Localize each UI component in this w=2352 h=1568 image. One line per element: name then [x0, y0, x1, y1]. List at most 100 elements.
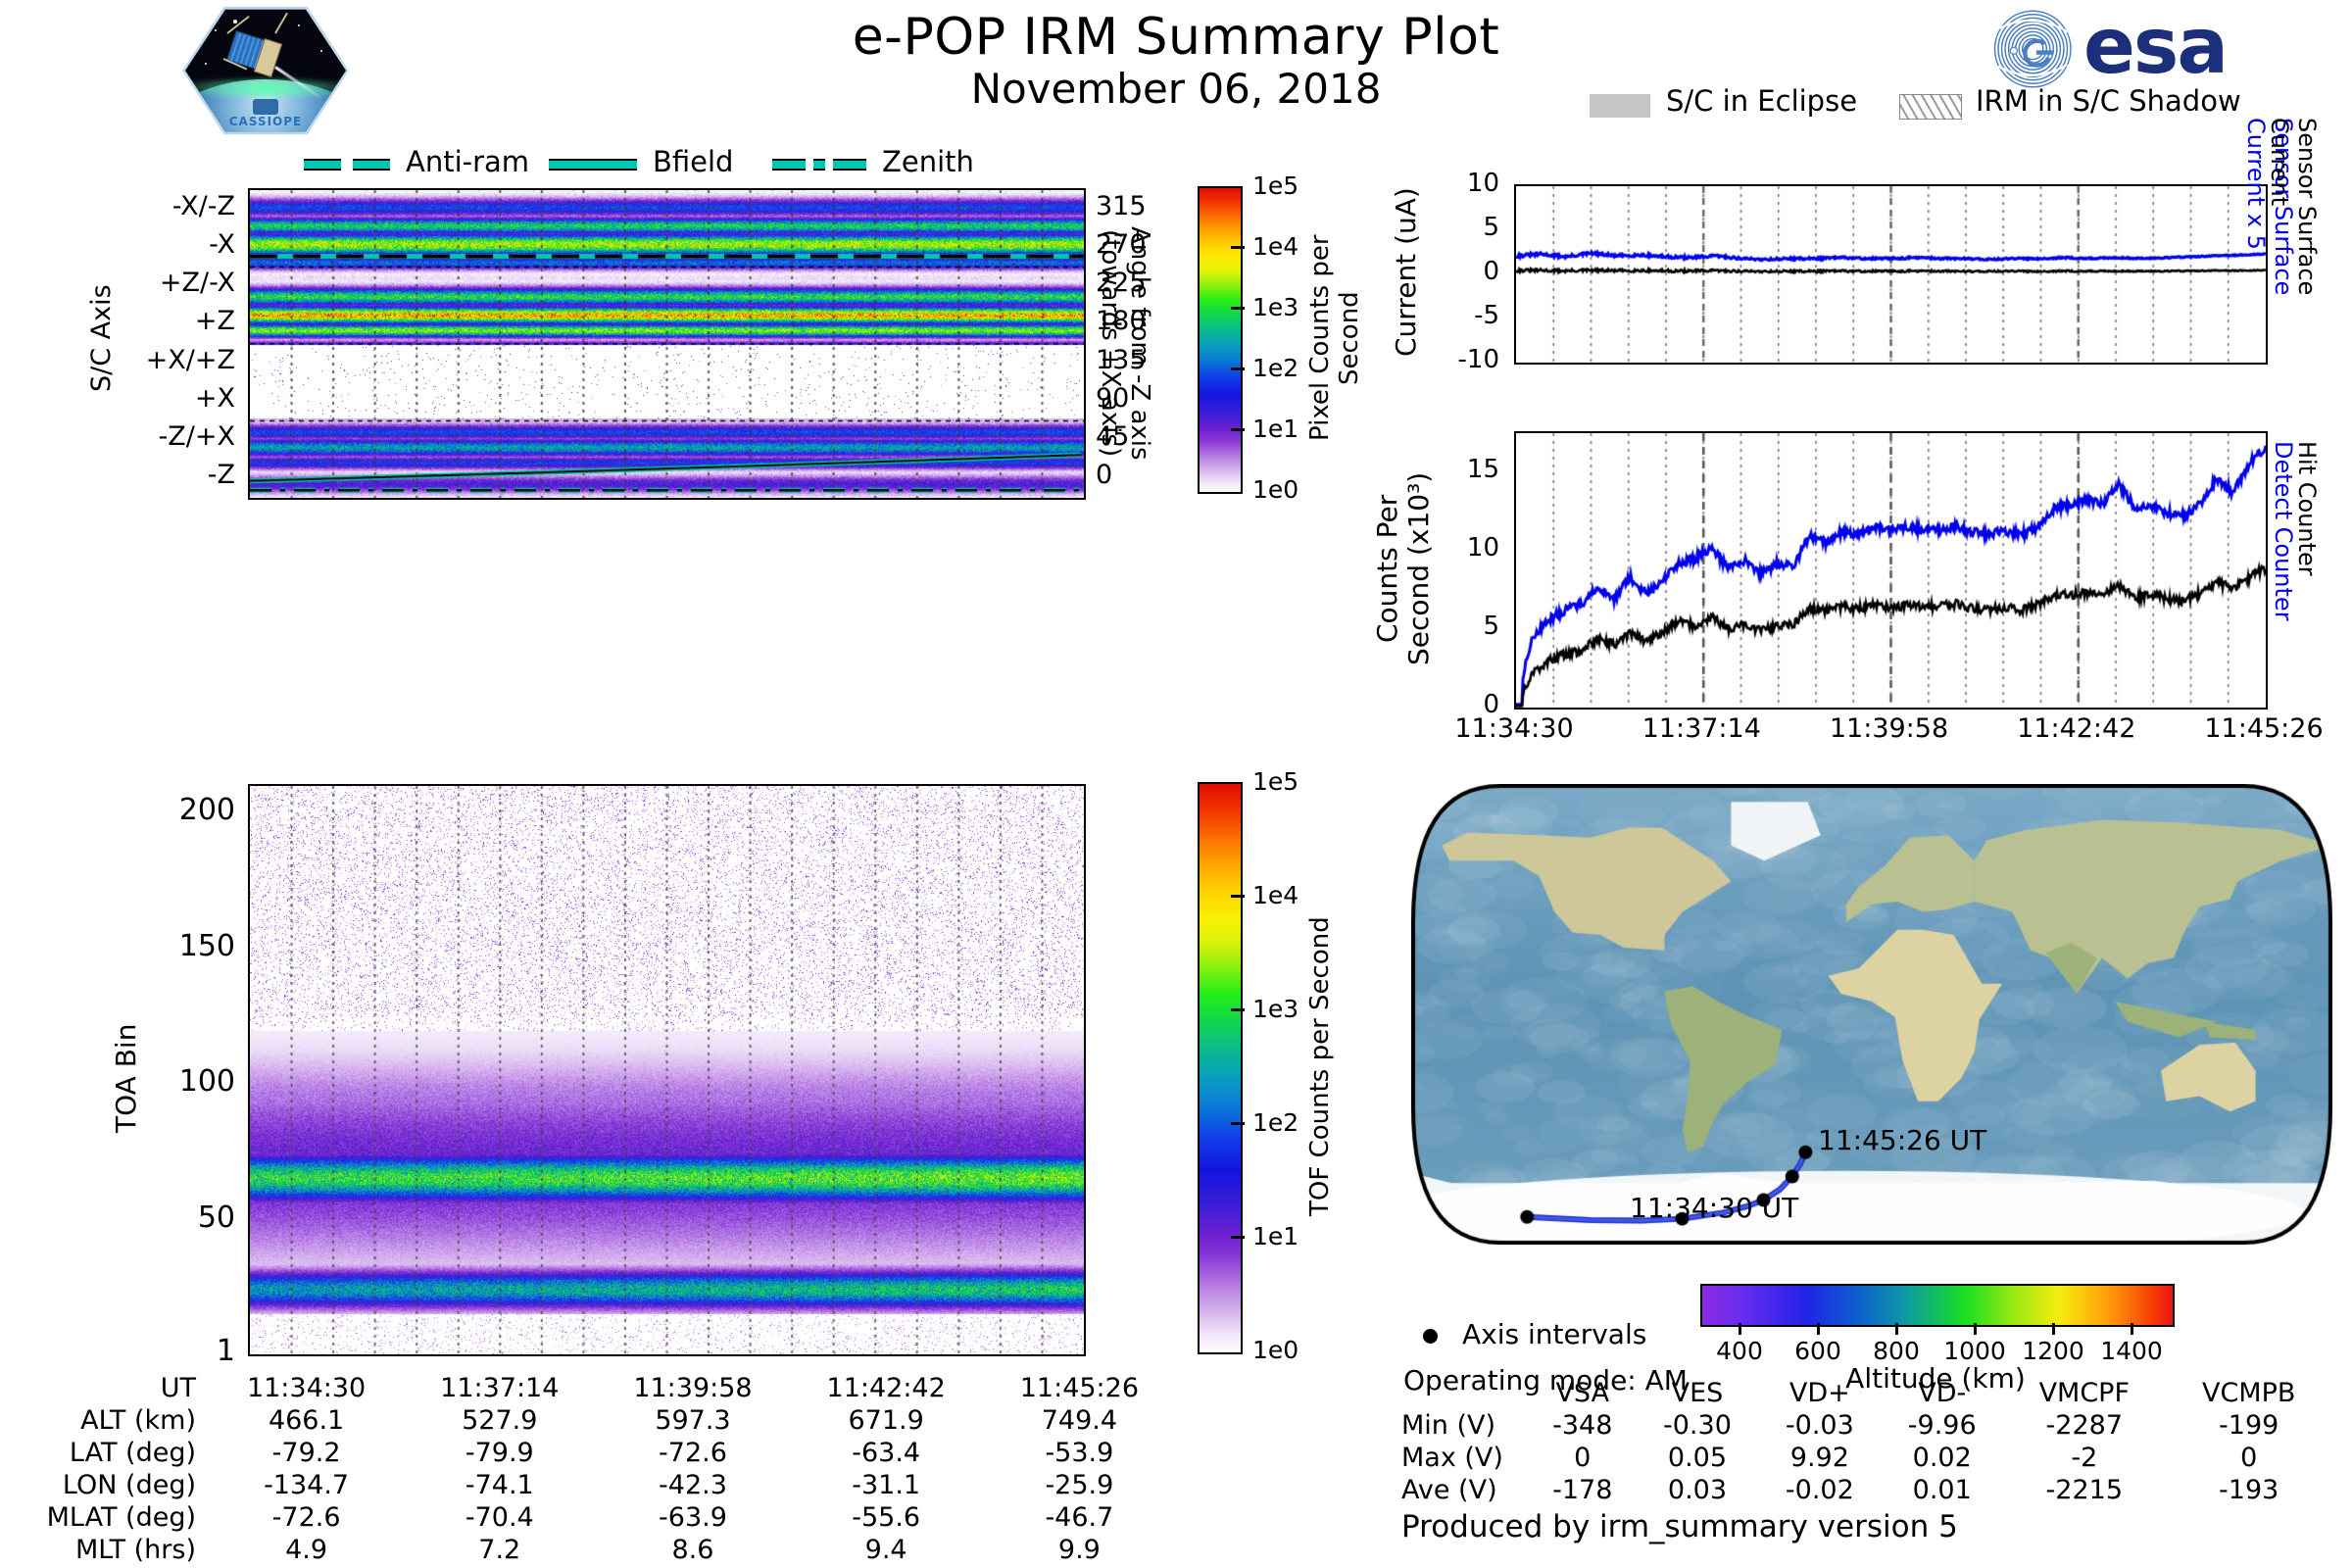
panel-d-right-label-blue: Detect Counter [2270, 441, 2297, 621]
ephemeris-cell: 11:37:14 [440, 1373, 560, 1403]
legend-swatch-shadow [1899, 94, 1962, 120]
ephemeris-cell: -55.6 [852, 1502, 921, 1533]
sc-axis-spectrogram[interactable] [248, 188, 1086, 500]
esa-logo-text: esa [2083, 3, 2229, 91]
ephemeris-cell: 7.2 [478, 1535, 521, 1565]
panel-d-x-tick: 11:39:58 [1829, 713, 1949, 744]
voltage-cell: 9.92 [1789, 1443, 1849, 1473]
altitude-tick-label: 1400 [2100, 1337, 2163, 1365]
panel-a-right-tick: 180 [1096, 306, 1147, 337]
ephemeris-cell: -25.9 [1045, 1470, 1114, 1500]
voltage-cell: -2287 [2045, 1410, 2124, 1441]
ephemeris-cell: -74.1 [465, 1470, 534, 1500]
panel-a-right-axis-label: Angle from -Z axis (towards +X axis) [1096, 225, 1154, 461]
colorbar-tick-mark [1231, 368, 1245, 370]
altitude-tick-mark [1817, 1323, 1820, 1335]
voltage-corner-cell [1401, 1377, 1529, 1409]
ephemeris-row-label: MLT (hrs) [74, 1535, 196, 1565]
panel-a-right-tick: 135 [1096, 344, 1147, 375]
voltage-row-label: Min (V) [1401, 1410, 1496, 1441]
cassiope-mission-logo: CASSIOPE [182, 4, 349, 137]
panel-a-y-tick: -X/-Z [172, 190, 235, 221]
map-label-end: 11:45:26 UT [1818, 1124, 1987, 1156]
legend-label-zenith: Zenith [882, 145, 974, 178]
ephemeris-cell: -31.1 [852, 1470, 921, 1500]
panel-b-y-tick: 100 [178, 1064, 235, 1100]
panel-a-colorbar-title: Pixel Counts per Second [1305, 234, 1364, 442]
axis-intervals-label: Axis intervals [1462, 1318, 1647, 1350]
table-header-row: VSA VES VD+ VD- VMCPF VCMPB [1401, 1377, 2332, 1409]
legend-label-anti-ram: Anti-ram [406, 145, 530, 178]
colorbar-tick-mark [1231, 307, 1245, 310]
colorbar-tick: 1e0 [1252, 475, 1299, 504]
voltage-cell: -9.96 [1907, 1410, 1977, 1441]
altitude-tick-label: 1200 [2022, 1337, 2084, 1365]
ephemeris-cell: 527.9 [462, 1405, 538, 1436]
colorbar-tick-mark [1231, 1122, 1245, 1125]
counts-per-second-plot[interactable] [1514, 431, 2268, 710]
altitude-tick-label: 600 [1794, 1337, 1841, 1365]
ephemeris-cell: -79.2 [271, 1438, 341, 1468]
legend-line-zenith-2 [833, 159, 866, 171]
voltage-column-header: VSA [1555, 1378, 1610, 1408]
ephemeris-cell: 597.3 [655, 1405, 731, 1436]
table-row: LON (deg) -134.7 -74.1 -42.3 -31.1 -25.9 [10, 1469, 1176, 1501]
panel-a-right-tick: 45 [1096, 421, 1130, 453]
altitude-tick-mark [1739, 1323, 1741, 1335]
panel-a-y-tick: +Z [194, 306, 235, 337]
ephemeris-cell: -42.3 [659, 1470, 727, 1500]
legend-line-anti-ram-2 [353, 159, 390, 171]
colorbar-tick: 1e3 [1252, 293, 1299, 321]
produced-by-footer: Produced by irm_summary version 5 [1401, 1509, 1958, 1544]
ground-track-map[interactable] [1411, 784, 2332, 1245]
cassiope-logo-text: CASSIOPE [228, 115, 303, 128]
colorbar-tick: 1e4 [1252, 232, 1299, 261]
map-label-start: 11:34:30 UT [1630, 1192, 1799, 1224]
voltage-column-header: VMCPF [2038, 1378, 2130, 1408]
table-row: MLT (hrs) 4.9 7.2 8.6 9.4 9.9 [10, 1534, 1176, 1566]
voltage-cell: -2 [2071, 1443, 2098, 1473]
altitude-tick-label: 800 [1873, 1337, 1920, 1365]
panel-a-y-tick: -Z [207, 460, 235, 491]
colorbar-tick-mark [1231, 895, 1245, 898]
toa-bin-spectrogram[interactable] [248, 784, 1086, 1356]
voltage-cell: -0.30 [1663, 1410, 1732, 1441]
panel-d-x-tick: 11:37:14 [1642, 713, 1761, 744]
ephemeris-cell: 749.4 [1041, 1405, 1118, 1436]
panel-d-x-tick: 11:42:42 [2017, 713, 2136, 744]
colorbar-tick: 1e4 [1252, 881, 1299, 909]
panel-d-y-tick: 10 [1466, 533, 1499, 563]
voltage-cell: 0.02 [1912, 1443, 1972, 1473]
ephemeris-cell: -63.9 [659, 1502, 727, 1533]
table-row: Min (V) -348 -0.30 -0.03 -9.96 -2287 -199 [1401, 1409, 2332, 1442]
panel-c-y-axis-label: Current (uA) [1390, 187, 1422, 358]
voltage-cell: 0 [1574, 1443, 1592, 1473]
panel-b-y-tick: 50 [197, 1200, 235, 1236]
colorbar-tick-mark [1231, 428, 1245, 431]
legend-line-zenith-dot [813, 159, 825, 171]
panel-d-right-label-black: Hit Counter [2293, 441, 2321, 576]
altitude-colorbar [1700, 1284, 2175, 1327]
panel-a-right-tick: 0 [1096, 460, 1113, 491]
panel-a-y-tick: -Z/+X [158, 421, 235, 453]
voltage-cell: -2215 [2045, 1475, 2124, 1505]
voltage-row-label: Ave (V) [1401, 1475, 1497, 1505]
legend-label-bfield: Bfield [653, 145, 734, 178]
surface-current-plot[interactable] [1514, 184, 2268, 365]
esa-globe-icon [1993, 10, 2072, 88]
colorbar-tick-mark [1231, 1008, 1245, 1011]
panel-b-colorbar-title: TOF Counts per Second [1305, 916, 1335, 1216]
altitude-tick-mark [1895, 1323, 1898, 1335]
table-row: MLAT (deg) -72.6 -70.4 -63.9 -55.6 -46.7 [10, 1501, 1176, 1534]
page-title: e-POP IRM Summary Plot [852, 8, 1500, 67]
voltage-column-header: VES [1671, 1378, 1724, 1408]
altitude-colorbar-title: Altitude (km) [1845, 1362, 2026, 1395]
table-row: Ave (V) -178 0.03 -0.02 0.01 -2215 -193 [1401, 1474, 2332, 1506]
voltage-cell: 0.05 [1667, 1443, 1728, 1473]
panel-c-y-tick: -10 [1457, 345, 1499, 374]
colorbar-tick: 1e2 [1252, 1108, 1299, 1137]
panel-c-right-label-blue: Sensor Surface Current x 5 [2242, 118, 2297, 296]
panel-c-y-tick: 0 [1483, 257, 1499, 286]
ephemeris-row-label: ALT (km) [80, 1405, 196, 1436]
voltage-column-header: VD+ [1788, 1378, 1850, 1408]
